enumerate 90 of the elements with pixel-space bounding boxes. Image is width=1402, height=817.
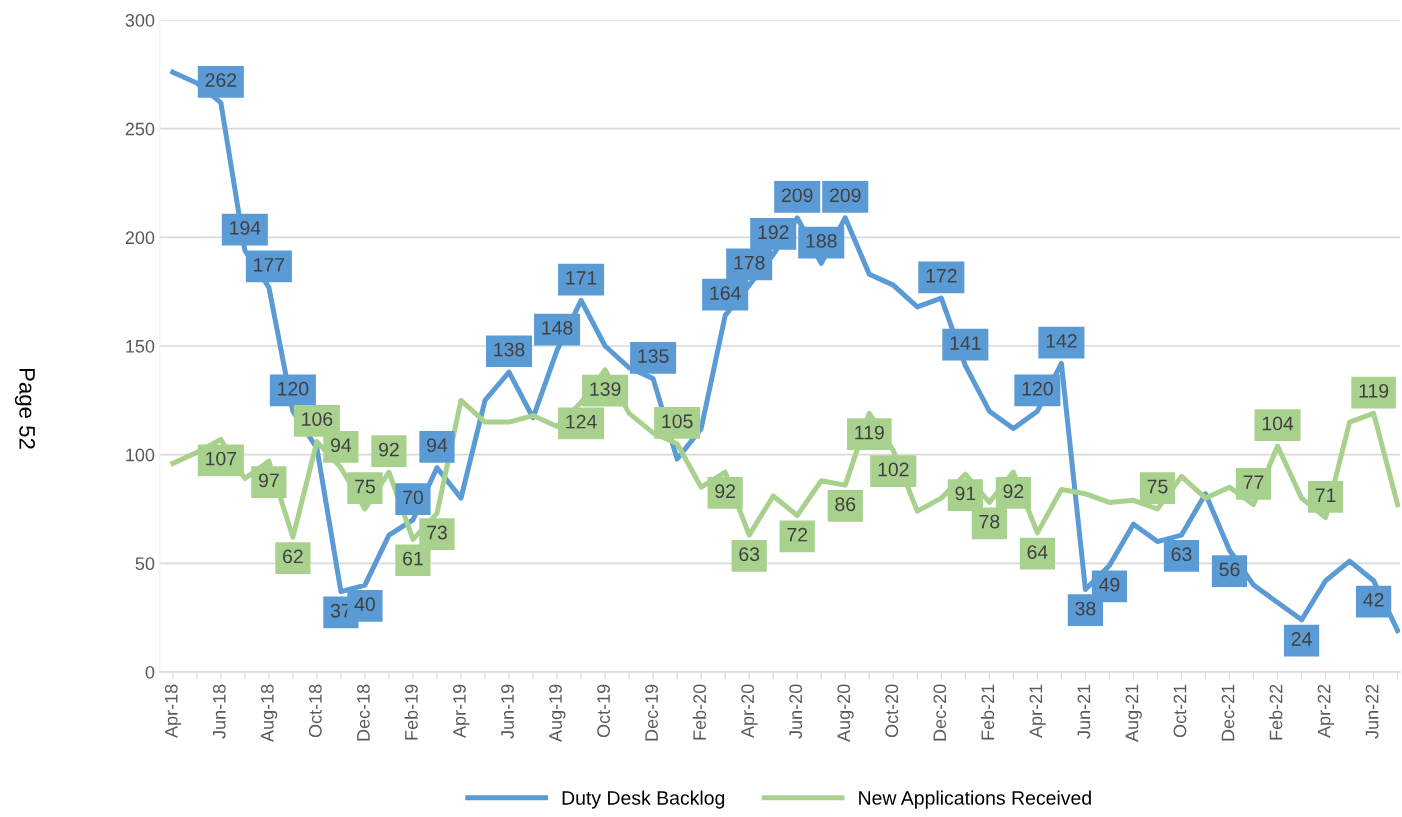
x-tick-label: Jun-18 xyxy=(212,684,226,739)
x-tick-label: Jun-19 xyxy=(501,684,514,739)
data-label: 141 xyxy=(950,336,981,350)
data-label: 38 xyxy=(1075,601,1096,616)
data-label: 72 xyxy=(787,527,808,542)
data-label: 120 xyxy=(278,381,309,396)
data-label: 75 xyxy=(355,479,375,494)
y-tick-label: 0 xyxy=(145,665,155,679)
data-label: 135 xyxy=(638,349,669,363)
x-tick-label: Feb-22 xyxy=(1269,684,1283,740)
data-label: 192 xyxy=(758,225,789,240)
data-label: 97 xyxy=(258,473,279,488)
data-label: 77 xyxy=(1243,475,1264,489)
data-label: 94 xyxy=(331,438,352,453)
data-label: 209 xyxy=(830,188,861,203)
y-tick-label: 200 xyxy=(125,231,155,245)
x-tick-label: Apr-18 xyxy=(164,684,182,738)
x-tick-label: Jun-21 xyxy=(1077,684,1091,739)
data-label: 194 xyxy=(230,221,261,235)
data-label: 142 xyxy=(1046,334,1077,348)
data-label: 105 xyxy=(662,414,693,429)
x-tick-label: Feb-21 xyxy=(980,684,995,740)
x-tick-label: Oct-21 xyxy=(1173,684,1187,738)
x-tick-label: Aug-18 xyxy=(260,684,278,742)
data-label: 94 xyxy=(427,438,448,453)
data-label: 92 xyxy=(715,484,736,499)
data-label: 172 xyxy=(926,268,957,283)
legend-label: Duty Desk Backlog xyxy=(562,790,725,809)
x-tick-label: Jun-22 xyxy=(1365,684,1379,739)
data-label: 107 xyxy=(206,451,237,466)
data-label: 64 xyxy=(1027,545,1048,559)
y-tick-label: 300 xyxy=(125,13,155,27)
legend-label: New Applications Received xyxy=(859,790,1091,809)
x-tick-label: Dec-20 xyxy=(933,684,947,741)
data-label: 92 xyxy=(1003,484,1024,499)
x-tick-label: Dec-18 xyxy=(356,684,370,741)
data-label: 102 xyxy=(878,462,909,477)
data-label: 71 xyxy=(1315,488,1336,502)
x-tick-label: Dec-19 xyxy=(645,684,658,741)
y-tick-label: 250 xyxy=(125,122,155,136)
x-tick-label: Apr-22 xyxy=(1317,684,1334,738)
data-label: 171 xyxy=(566,271,597,285)
data-label: 63 xyxy=(1171,547,1192,562)
x-tick-label: Apr-21 xyxy=(1029,684,1046,738)
data-label: 63 xyxy=(739,547,760,562)
data-label: 178 xyxy=(734,255,765,270)
data-label: 92 xyxy=(379,442,399,457)
data-label: 42 xyxy=(1363,592,1384,607)
data-label: 177 xyxy=(254,258,285,272)
x-tick-label: Aug-21 xyxy=(1125,684,1142,742)
data-label: 164 xyxy=(710,286,741,300)
data-label: 49 xyxy=(1099,577,1120,592)
x-tick-label: Apr-19 xyxy=(453,684,470,738)
data-label: 138 xyxy=(494,342,525,357)
data-label: 106 xyxy=(302,412,333,427)
data-label: 73 xyxy=(427,525,447,540)
x-tick-label: Feb-20 xyxy=(692,684,707,740)
data-label: 124 xyxy=(566,414,597,429)
data-label: 119 xyxy=(1359,383,1389,398)
data-label: 91 xyxy=(955,486,976,501)
x-tick-label: Oct-20 xyxy=(885,684,899,738)
data-label: 119 xyxy=(855,425,884,440)
x-tick-label: Oct-19 xyxy=(597,684,610,738)
y-tick-label: 150 xyxy=(126,339,155,353)
data-label: 62 xyxy=(283,549,303,564)
data-label: 188 xyxy=(806,234,837,248)
data-label: 56 xyxy=(1219,562,1240,577)
data-label: 209 xyxy=(781,188,813,203)
y-tick-label: 100 xyxy=(126,448,155,462)
data-label: 61 xyxy=(403,551,423,566)
data-label: 262 xyxy=(205,73,237,87)
x-tick-label: Jun-20 xyxy=(789,684,803,739)
x-tick-label: Oct-18 xyxy=(308,684,322,738)
x-tick-label: Aug-19 xyxy=(549,684,566,742)
y-tick-label: 50 xyxy=(135,557,155,571)
data-label: 40 xyxy=(354,597,375,612)
x-tick-label: Apr-20 xyxy=(741,684,758,738)
data-label: 78 xyxy=(979,514,1000,529)
data-label: 70 xyxy=(403,490,424,505)
data-label: 104 xyxy=(1262,416,1294,431)
x-tick-label: Dec-21 xyxy=(1221,684,1235,741)
data-label: 120 xyxy=(1022,381,1053,396)
data-label: 86 xyxy=(835,497,856,512)
data-label: 148 xyxy=(542,320,573,335)
text: Page 52 xyxy=(14,368,36,449)
data-label: 139 xyxy=(590,382,621,396)
data-label: 24 xyxy=(1291,632,1312,646)
x-tick-label: Aug-20 xyxy=(837,684,854,742)
x-tick-label: Feb-19 xyxy=(404,684,418,740)
data-label: 75 xyxy=(1147,479,1168,494)
